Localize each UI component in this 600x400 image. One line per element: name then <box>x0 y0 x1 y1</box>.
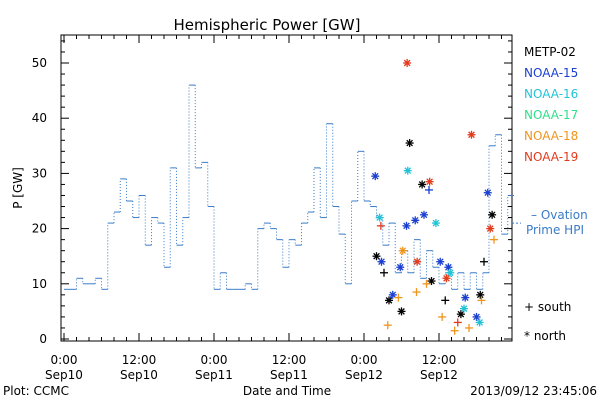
footer-right: 2013/09/12 23:45:06 <box>470 384 597 398</box>
plot-frame <box>60 34 513 342</box>
ovation-label-line2: Prime HPI <box>526 223 584 237</box>
data-point-north <box>436 257 445 266</box>
data-point-north <box>442 274 451 283</box>
x-tick-label-time: 12:00 <box>122 353 157 367</box>
data-point-south <box>376 221 385 230</box>
legend-entry: METP-02 <box>524 45 576 59</box>
x-tick-label-time: 0:00 <box>351 353 378 367</box>
chart-title: Hemispheric Power [GW] <box>174 16 361 34</box>
data-point-north <box>403 59 412 67</box>
data-point-south <box>383 321 392 330</box>
x-tick-label-date: Sep12 <box>420 368 458 382</box>
data-point-north <box>403 166 412 175</box>
x-axis-ticks: 0:00Sep1012:00Sep100:00Sep1112:00Sep110:… <box>45 35 502 382</box>
x-axis-label: Date and Time <box>243 384 331 398</box>
data-point-south <box>465 323 473 332</box>
y-axis-label: P [GW] <box>11 167 25 209</box>
ovation-series <box>64 84 521 290</box>
data-point-north <box>475 318 484 327</box>
legend-entry: NOAA-18 <box>524 129 578 143</box>
data-point-north <box>446 268 455 277</box>
data-point-north <box>425 177 434 186</box>
data-point-north <box>402 221 411 230</box>
data-point-north <box>372 252 381 261</box>
y-tick-label: 30 <box>32 166 47 180</box>
data-point-north <box>456 310 465 319</box>
data-point-south <box>490 235 498 244</box>
data-point-south <box>425 185 433 194</box>
data-point-north <box>411 216 420 225</box>
data-point-north <box>476 290 485 299</box>
legend-entry: NOAA-16 <box>524 87 578 101</box>
data-point-north <box>418 180 427 189</box>
data-point-north <box>461 293 470 302</box>
symbol-legend-north: * north <box>524 329 566 343</box>
data-point-north <box>375 213 384 222</box>
ovation-label-line1: – Ovation <box>531 208 588 222</box>
data-point-north <box>413 257 422 266</box>
data-point-north <box>486 224 495 233</box>
data-point-south <box>412 288 421 297</box>
x-tick-label-time: 12:00 <box>422 353 457 367</box>
data-point-south <box>450 326 459 335</box>
data-point-north <box>460 304 468 313</box>
x-tick-label-date: Sep10 <box>120 368 158 382</box>
data-point-north <box>398 246 407 255</box>
data-point-north <box>483 188 492 197</box>
y-tick-label: 50 <box>32 56 47 70</box>
data-point-north <box>488 210 497 219</box>
data-point-north <box>377 257 386 266</box>
symbol-legend-south: + south <box>524 300 571 314</box>
data-point-north <box>385 296 393 305</box>
ovation-label: – Ovation Prime HPI <box>526 208 588 237</box>
data-point-south <box>477 296 486 305</box>
y-tick-label: 20 <box>32 222 47 236</box>
x-tick-label-date: Sep11 <box>195 368 233 382</box>
legend-entry: NOAA-15 <box>524 66 578 80</box>
data-point-north <box>472 312 481 321</box>
data-point-south <box>438 312 447 321</box>
data-point-north <box>371 172 380 181</box>
legend-entry: NOAA-19 <box>524 150 578 164</box>
y-axis-ticks: 0 10 20 30 40 50 <box>32 40 512 346</box>
x-tick-label-date: Sep12 <box>345 368 383 382</box>
x-tick-label-time: 0:00 <box>51 353 78 367</box>
data-point-south <box>422 279 431 288</box>
x-tick-label-time: 0:00 <box>201 353 228 367</box>
legend-entry: NOAA-17 <box>524 108 578 122</box>
data-point-north <box>467 130 476 139</box>
y-tick-label: 40 <box>32 111 47 125</box>
y-tick-label: 10 <box>32 277 47 291</box>
x-tick-label-date: Sep11 <box>270 368 308 382</box>
data-point-north <box>405 139 414 148</box>
symbol-legend: + south * north <box>524 300 571 343</box>
data-point-south <box>380 268 388 277</box>
data-point-south <box>394 293 403 302</box>
data-point-south <box>480 257 488 266</box>
data-point-south <box>441 296 450 305</box>
x-tick-label-date: Sep10 <box>45 368 83 382</box>
data-point-north <box>431 219 440 228</box>
data-point-north <box>420 210 428 219</box>
data-point-north <box>396 263 405 272</box>
data-point-north <box>388 290 397 299</box>
x-tick-label-time: 12:00 <box>272 353 307 367</box>
satellite-points <box>371 59 498 335</box>
footer-left: Plot: CCMC <box>3 384 69 398</box>
data-point-north <box>397 307 406 316</box>
y-tick-label: 0 <box>39 332 47 346</box>
data-point-north <box>427 277 436 286</box>
data-point-south <box>453 318 462 327</box>
legend: METP-02 NOAA-15 NOAA-16 NOAA-17 NOAA-18 NOAA-… <box>524 45 578 164</box>
